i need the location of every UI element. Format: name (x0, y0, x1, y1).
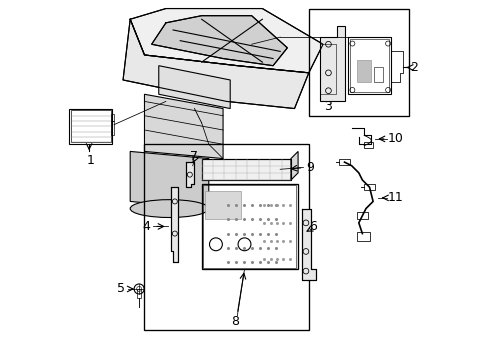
Text: 4: 4 (142, 220, 150, 233)
Bar (110, 114, 114, 121)
Bar (373, 67, 382, 82)
Bar (201, 184, 298, 269)
Bar (356, 60, 370, 82)
Text: 9: 9 (305, 161, 313, 174)
Bar (356, 232, 369, 241)
Text: 10: 10 (386, 132, 403, 145)
Bar (137, 289, 141, 298)
Bar (349, 39, 388, 93)
Polygon shape (144, 94, 223, 158)
Bar (320, 44, 336, 94)
Polygon shape (290, 152, 298, 180)
Bar (69, 109, 112, 144)
Polygon shape (151, 16, 287, 66)
Text: 11: 11 (386, 192, 402, 204)
Bar (339, 158, 349, 165)
Bar (110, 121, 114, 135)
Text: 3: 3 (324, 100, 332, 113)
Text: 2: 2 (410, 61, 418, 74)
Bar (364, 143, 372, 148)
Polygon shape (130, 152, 208, 208)
Bar (308, 9, 408, 116)
Text: 6: 6 (309, 220, 317, 233)
Ellipse shape (130, 200, 208, 217)
Polygon shape (319, 26, 344, 102)
Polygon shape (301, 208, 315, 280)
Text: 5: 5 (117, 283, 124, 296)
Bar (347, 37, 390, 94)
Text: 8: 8 (231, 315, 239, 328)
Bar (356, 212, 367, 219)
Polygon shape (123, 19, 308, 109)
Text: 7: 7 (190, 150, 198, 163)
Bar (364, 184, 374, 190)
Bar (205, 191, 241, 219)
Bar (144, 144, 308, 330)
Polygon shape (201, 158, 290, 180)
Polygon shape (171, 187, 178, 262)
Bar (203, 185, 296, 267)
Bar (71, 111, 110, 143)
Text: 1: 1 (87, 154, 95, 167)
Polygon shape (130, 9, 323, 73)
Polygon shape (185, 162, 194, 187)
Polygon shape (159, 66, 230, 109)
